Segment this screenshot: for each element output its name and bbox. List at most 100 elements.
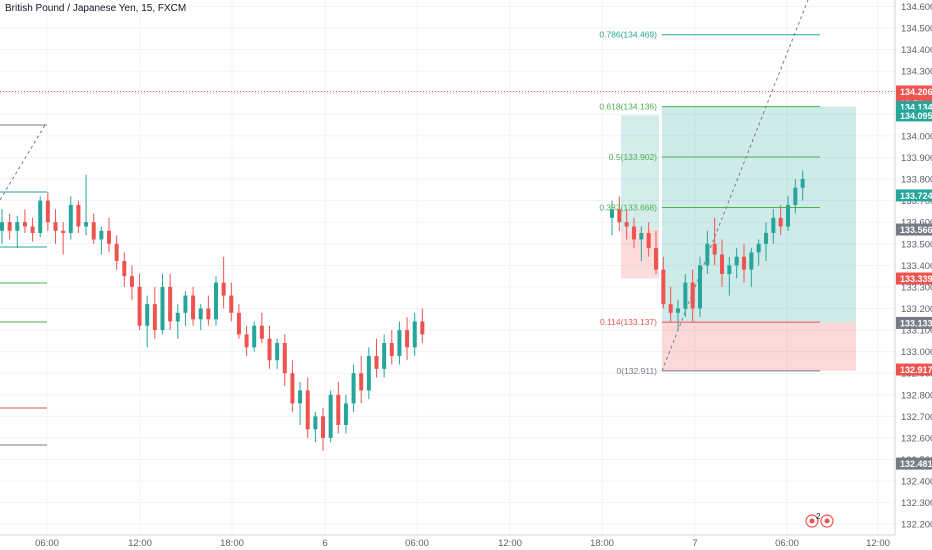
candle-body [175, 312, 180, 322]
candle [22, 209, 27, 233]
candle [168, 273, 173, 331]
candle-body [793, 187, 798, 205]
candle-body [610, 209, 614, 218]
y-tick-label: 133.300 [901, 282, 932, 293]
candle-body [771, 217, 776, 233]
candle-body [712, 243, 717, 255]
candle [38, 196, 43, 238]
candle [275, 338, 280, 369]
price-axis[interactable]: 134.600134.500134.400134.300134.200134.1… [894, 0, 932, 535]
candle-body [183, 295, 188, 313]
price-tag-text: 132.481 [900, 459, 932, 469]
candle [389, 330, 394, 365]
x-tick-label: 12:00 [498, 538, 522, 549]
candle [328, 390, 333, 443]
fib-levels: 0.786(134.469) 0.618(134.136) 0.5(133.902)… [599, 30, 820, 376]
candle-body [617, 209, 622, 223]
candle-body [705, 243, 710, 266]
candle-body [198, 308, 203, 320]
price-tag-text: 133.566 [900, 225, 932, 235]
x-tick-label: 12:00 [128, 538, 152, 549]
candle [84, 174, 89, 236]
time-axis[interactable]: 06:00 12:00 18:00 6 06:00 12:00 18:00 7 06:00 12:… [0, 534, 895, 549]
candle-body [267, 338, 272, 361]
candle [343, 394, 348, 434]
price-tag-bg [896, 363, 932, 376]
candle [137, 273, 142, 331]
candle [382, 334, 387, 378]
candle-body [252, 325, 257, 348]
candle [617, 196, 622, 231]
price-tag-tag: 133.133 [896, 316, 932, 329]
candle [160, 273, 165, 335]
candle [351, 364, 356, 413]
candle-body [206, 308, 211, 320]
x-tick-label: 06:00 [775, 538, 799, 549]
price-tag-text: 132.917 [900, 365, 932, 375]
candle [107, 217, 111, 253]
indicator-icon-dot [824, 518, 830, 524]
price-tag-bg [896, 272, 932, 285]
candle-body [676, 308, 680, 313]
price-tag-bg [896, 85, 932, 98]
y-tick-label: 132.300 [901, 498, 932, 509]
candle [778, 204, 783, 236]
price-tag-bg [896, 316, 932, 329]
candle [764, 222, 768, 262]
x-tick-label: 6 [322, 538, 327, 549]
price-tag-text: 133.339 [900, 274, 932, 284]
candle-body [122, 261, 127, 277]
candle-body [0, 222, 4, 231]
candle-body [336, 394, 341, 425]
candle [152, 286, 157, 339]
fib-label: 0.5(133.902) [609, 152, 657, 162]
price-tag-tag: 133.566 [896, 223, 932, 236]
candle-body [690, 282, 695, 309]
price-tag-tag: 134.095 [896, 109, 932, 122]
candle-body [137, 286, 142, 326]
candle [15, 215, 20, 249]
candle-body [646, 232, 651, 249]
y-tick-label: 132.200 [901, 520, 932, 531]
candle [290, 360, 295, 413]
candle-body [168, 286, 173, 322]
candle [727, 256, 732, 296]
candle [405, 317, 410, 361]
y-tick-label: 132.800 [901, 390, 932, 401]
price-tag-bg [896, 457, 932, 470]
candle-body [632, 226, 636, 240]
fib-label: 0.618(134.136) [599, 102, 657, 112]
candle-body [654, 248, 658, 270]
candle-body [764, 232, 768, 244]
price-tag-tag: 133.724 [896, 189, 932, 202]
trend-line-left [0, 124, 46, 201]
fib-stop-zone [662, 322, 856, 371]
y-tick-label: 132.400 [901, 477, 932, 488]
candles [0, 170, 805, 451]
candle [800, 170, 805, 201]
candle-body [374, 355, 379, 369]
candle [198, 304, 203, 331]
candle [690, 269, 695, 322]
candle [252, 321, 257, 352]
candle-body [229, 295, 234, 313]
candle-body [305, 390, 310, 430]
candle [267, 325, 272, 369]
price-tag-tag: 132.917 [896, 363, 932, 376]
candle-body [366, 355, 371, 391]
candle [91, 213, 96, 244]
indicator-badge[interactable]: 2 [805, 512, 834, 528]
candle-body [152, 304, 157, 331]
candle-body [734, 256, 739, 266]
candle [45, 191, 50, 231]
price-tag-last: 134.206 [896, 85, 932, 98]
fib-label: 0.114(133.137) [600, 317, 657, 327]
y-tick-label: 134.000 [901, 131, 932, 142]
fib-label: 0.382(133.668) [599, 203, 657, 213]
candle-body [313, 416, 318, 430]
candle-body [99, 230, 104, 240]
candle-body [129, 276, 134, 287]
candle-body [244, 334, 249, 348]
candle-body [145, 304, 150, 326]
